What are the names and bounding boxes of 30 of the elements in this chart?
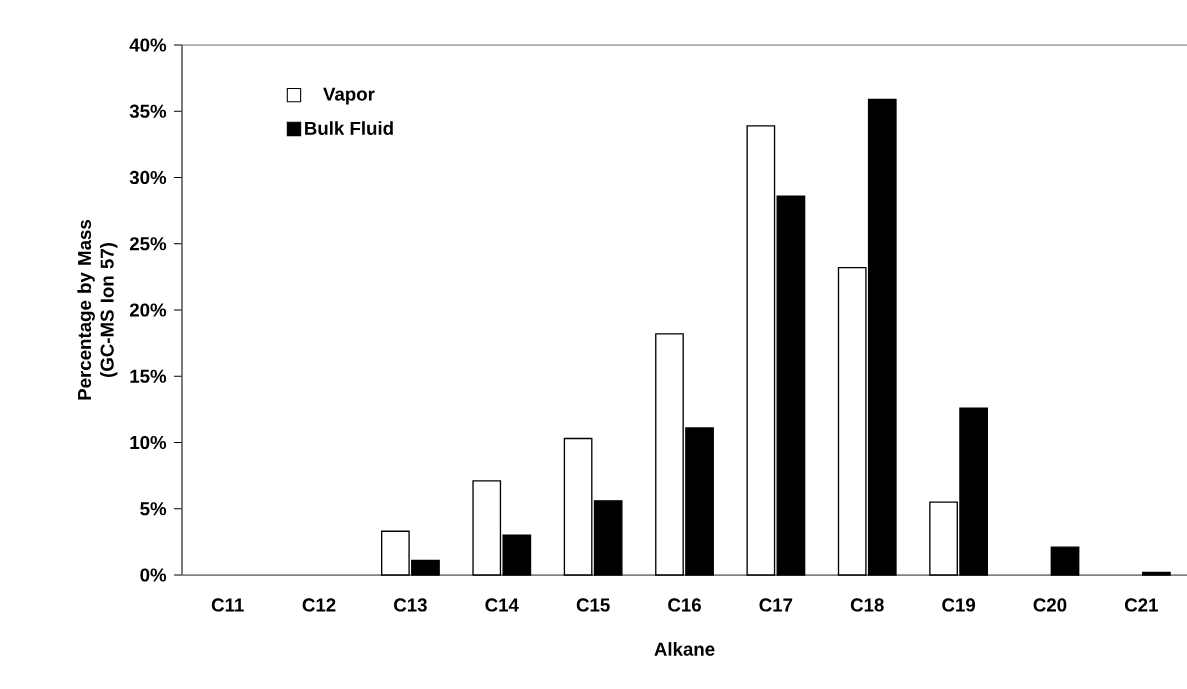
- x-tick-label: C18: [850, 598, 884, 612]
- x-tick-label: C15: [576, 598, 610, 612]
- legend-label: Bulk Fluid: [305, 121, 393, 135]
- y-axis-title: Percentage by Mass (GC-MS Ion 57): [77, 220, 118, 400]
- y-tick-label: 0%: [140, 568, 167, 582]
- x-tick-label: C12: [302, 598, 336, 612]
- bar: [593, 500, 623, 576]
- bar: [776, 195, 806, 576]
- y-tick-label: 20%: [129, 303, 167, 317]
- x-tick-label: C21: [1124, 598, 1158, 612]
- y-tick-label: 25%: [129, 237, 167, 251]
- bar: [563, 437, 593, 576]
- y-tick-label: 35%: [129, 104, 167, 118]
- y-tick-label: 10%: [130, 435, 167, 450]
- y-tick-label: 30%: [129, 170, 167, 185]
- bar: [1142, 571, 1171, 576]
- x-tick-label: C19: [942, 598, 976, 612]
- legend-label: Vapor: [323, 87, 375, 105]
- x-tick-label: C16: [668, 598, 701, 612]
- y-tick-label: 5%: [140, 502, 167, 516]
- y-tick-label: 40%: [129, 38, 167, 52]
- x-tick-label: C11: [211, 598, 244, 612]
- y-tick-label: 15%: [130, 369, 167, 383]
- x-axis-title: Alkane: [654, 642, 715, 656]
- x-tick-label: C20: [1033, 598, 1067, 612]
- bar: [1050, 546, 1080, 576]
- x-tick-label: C14: [485, 598, 519, 612]
- bar: [746, 125, 776, 576]
- x-tick-label: C13: [394, 598, 427, 612]
- x-tick-label: C17: [759, 598, 793, 612]
